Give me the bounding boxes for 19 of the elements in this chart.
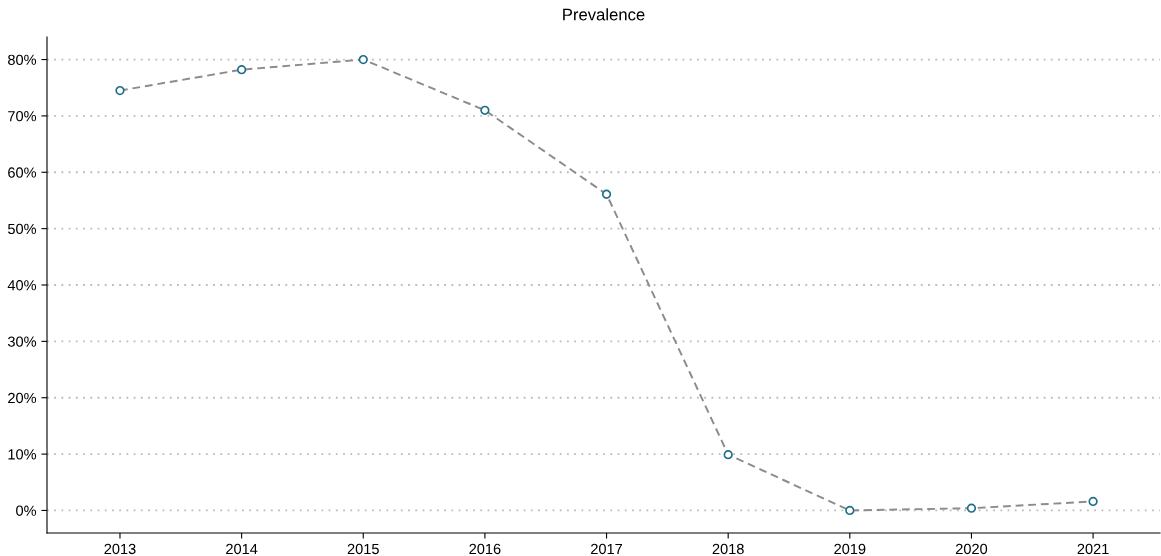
y-tick-label: 30% [7,336,37,347]
y-tick-label: 10% [8,449,37,460]
y-tick-label: 0% [16,505,37,516]
x-tick-label: 2014 [226,543,258,555]
x-tick-label: 2017 [591,543,623,555]
x-tick-label: 2018 [712,543,744,555]
y-tick-label: 40% [7,280,37,291]
x-tick-label: 2016 [469,543,501,555]
y-tick-label: 60% [8,167,37,178]
chart-title: Prevalence [563,8,645,21]
y-tick-label: 50% [7,223,37,235]
y-tick-label: 20% [8,392,37,404]
y-tick-label: 80% [8,54,37,65]
x-tick-label: 2013 [104,543,136,555]
y-tick-label: 70% [8,111,37,122]
x-tick-label: 2021 [1077,543,1109,555]
x-tick-label: 2019 [834,543,866,555]
x-tick-label: 2015 [347,543,379,555]
x-tick-label: 2020 [955,543,988,555]
